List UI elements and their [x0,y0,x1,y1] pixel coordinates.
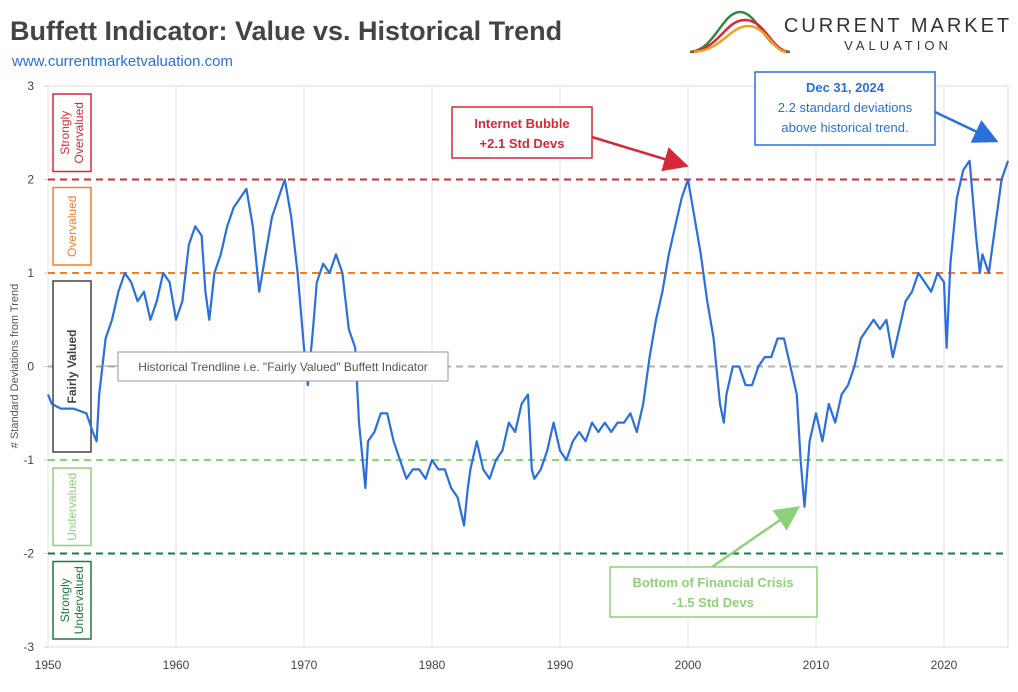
annotations: Historical Trendline i.e. "Fairly Valued… [98,71,999,618]
x-tick-label: 1970 [291,658,318,672]
annotation-arrow [711,506,801,569]
annotation-text: Historical Trendline i.e. "Fairly Valued… [138,360,428,374]
y-tick-label: -3 [23,640,34,654]
y-tick-label: -2 [23,547,34,561]
zone-label: Undervalued [72,566,86,634]
y-tick-label: 1 [27,266,34,280]
x-tick-label: 1950 [35,658,62,672]
annotation-box [754,71,936,146]
zone-label: Overvalued [72,102,86,163]
zone-box [52,93,92,173]
zone-label: Undervalued [65,473,79,541]
annotation-box [609,566,818,618]
annotation-text: Dec 31, 2024 [806,80,885,95]
y-tick-label: 0 [27,360,34,374]
annotation-arrow [934,110,999,143]
zone-label: Strongly [58,578,72,622]
data-line [46,159,1010,527]
annotation-text: +2.1 Std Devs [480,136,565,151]
chart-title: Buffett Indicator: Value vs. Historical … [10,16,562,46]
y-tick-label: 2 [27,173,34,187]
y-tick-label: -1 [23,453,34,467]
zone-label: Overvalued [65,196,79,257]
y-axis-label: # Standard Deviations from Trend [9,284,21,448]
annotation-text: above historical trend. [781,120,908,135]
zone-box [52,467,92,547]
zone-box [52,560,92,640]
annotation-arrow [591,135,689,172]
annotation-text: 2.2 standard deviations [778,100,913,115]
x-tick-label: 2000 [675,658,702,672]
zone-box [52,186,92,266]
x-tick-label: 2020 [931,658,958,672]
zone-label: Strongly [58,111,72,155]
annotation-text: -1.5 Std Devs [672,595,754,610]
annotation-text: Bottom of Financial Crisis [632,575,793,590]
x-tick-label: 1980 [419,658,446,672]
logo: CURRENT MARKET VALUATION [689,10,1012,54]
logo-text: CURRENT MARKET [784,15,1012,37]
chart-subtitle: www.currentmarketvaluation.com [11,53,233,70]
annotation-box [451,106,593,159]
x-tick-label: 2010 [803,658,830,672]
y-tick-label: 3 [27,79,34,93]
annotation-text: Internet Bubble [474,116,569,131]
annotation-box [117,351,449,382]
logo-text: VALUATION [844,38,952,53]
x-tick-label: 1990 [547,658,574,672]
zone-box [52,280,92,453]
x-tick-label: 1960 [163,658,190,672]
zone-label: Fairly Valued [65,329,79,403]
